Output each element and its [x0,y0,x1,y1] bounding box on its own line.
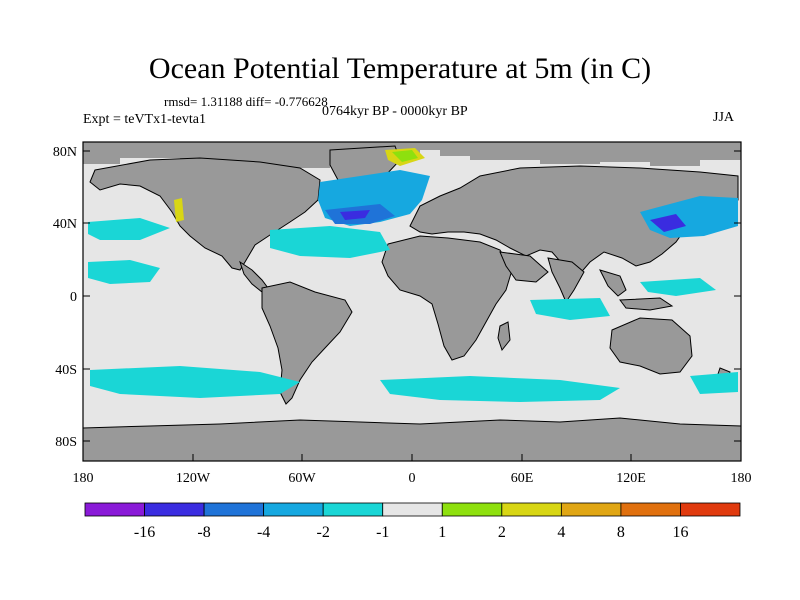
india-land [547,257,585,304]
north-america-land [89,157,321,271]
rmsd-diff-stats: rmsd= 1.31188 diff= -0.776628 [164,94,328,109]
colorbar-label: -2 [317,524,330,541]
time-period-label: 0764kyr BP - 0000kyr BP [322,104,468,119]
greenland-sea-warm-core [392,150,418,162]
colorbar-swatch [560,502,622,517]
x-tick-label-180w: 180 [73,471,94,486]
y-tick-label-40n: 40N [53,217,77,232]
season-label: JJA [713,110,735,125]
colorbar-label: 2 [498,524,506,541]
colorbar-swatch [144,502,205,517]
colorbar-swatch [84,502,145,517]
x-tick-label-60e: 60E [511,471,534,486]
indian-ocean-cool-anomaly [530,298,610,320]
tropical-pacific-cool-anomaly [88,260,160,284]
x-tick-label-120e: 120E [616,471,646,486]
southeast-asia-land [599,269,674,311]
colorbar-swatch [322,502,384,517]
north-atlantic-deep-cool-anomaly [340,210,370,220]
madagascar-land [497,321,511,352]
south-america-land [261,281,353,405]
colorbar-label: 8 [617,524,625,541]
y-tick-label-0: 0 [70,290,77,305]
africa-land [381,235,513,361]
experiment-label: Expt = teVTx1-tevta1 [83,112,206,127]
colorbar-label: -8 [197,524,210,541]
australia-land [609,317,693,375]
arabia-land [499,251,549,283]
kuroshio-deep-cool-anomaly [650,214,686,232]
x-axis-ticks [82,454,742,461]
map-plot: 80N 40N 0 40S 80S 180 120W 60W 0 60E 120… [53,141,752,486]
colorbar-swatch [620,502,681,517]
colorbar-swatch [441,502,503,517]
x-tick-label-120w: 120W [176,471,211,486]
x-tick-label-60w: 60W [288,471,316,486]
southern-ocean-cool-anomaly [380,376,620,402]
colorbar-label: -16 [134,524,155,541]
west-pacific-cool-anomaly [640,278,716,296]
colorbar-swatch [203,502,265,517]
north-pacific-east-cool-anomaly [88,218,170,240]
map-title: Ocean Potential Temperature at 5m (in C) [148,52,652,85]
colorbar-labels: -16 -8 -4 -2 -1 1 2 4 8 16 [134,524,689,541]
colorbar-swatches [84,502,741,517]
y-tick-label-40s: 40S [55,363,77,378]
tasman-cool-anomaly [690,372,738,394]
colorbar-label: 16 [672,524,688,541]
eurasia-land [409,165,739,277]
colorbar-label: -4 [257,524,270,541]
colorbar-label: 1 [438,524,446,541]
subtropical-atlantic-cool-anomaly [270,226,390,258]
south-pacific-cool-anomaly [90,366,300,398]
x-tick-label-180e: 180 [731,471,752,486]
california-warm-anomaly [174,198,184,222]
y-tick-label-80s: 80S [55,435,77,450]
colorbar-swatch [263,502,324,517]
colorbar-swatch [382,502,443,517]
y-axis-ticks [83,150,741,442]
colorbar-swatch [680,502,741,517]
x-tick-label-0: 0 [409,471,416,486]
y-tick-label-80n: 80N [53,145,77,160]
colorbar-label: -1 [376,524,389,541]
colorbar: -16 -8 -4 -2 -1 1 2 4 8 16 [84,502,741,541]
colorbar-swatch [501,502,562,517]
colorbar-label: 4 [557,524,565,541]
